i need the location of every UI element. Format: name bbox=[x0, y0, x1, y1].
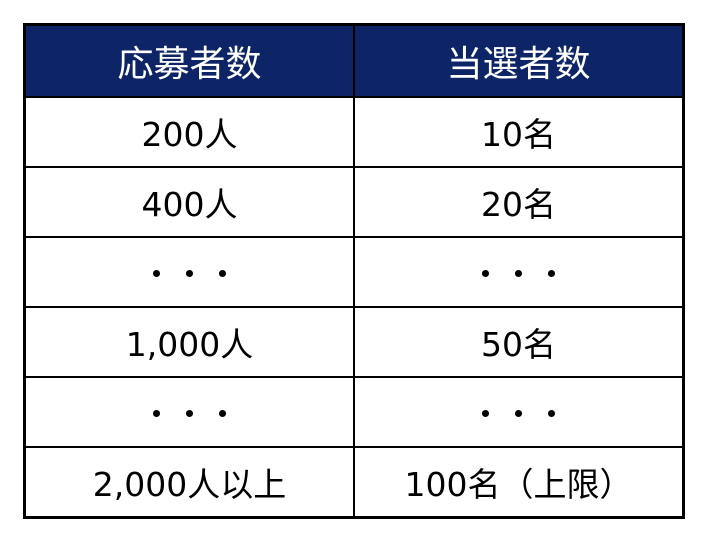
table-row: 2,000人以上 100名（上限） bbox=[23, 446, 685, 519]
table-row: 400人 20名 bbox=[23, 166, 685, 238]
table-row: 1,000人 50名 bbox=[23, 306, 685, 378]
table-row: ・・・ ・・・ bbox=[23, 376, 685, 448]
header-winners: 当選者数 bbox=[353, 23, 685, 98]
applicants-cell: 2,000人以上 bbox=[23, 446, 355, 519]
header-applicants: 応募者数 bbox=[23, 23, 355, 98]
winners-cell: ・・・ bbox=[353, 236, 685, 308]
winners-cell: 50名 bbox=[353, 306, 685, 378]
table-row: 200人 10名 bbox=[23, 96, 685, 168]
table-row: ・・・ ・・・ bbox=[23, 236, 685, 308]
header-row: 応募者数 当選者数 bbox=[23, 23, 685, 98]
winners-cell: 100名（上限） bbox=[353, 446, 685, 519]
applicants-cell: ・・・ bbox=[23, 376, 355, 448]
winners-cell: 20名 bbox=[353, 166, 685, 238]
applicants-cell: 200人 bbox=[23, 96, 355, 168]
winners-cell: 10名 bbox=[353, 96, 685, 168]
applicants-cell: 1,000人 bbox=[23, 306, 355, 378]
applicants-cell: 400人 bbox=[23, 166, 355, 238]
applicants-cell: ・・・ bbox=[23, 236, 355, 308]
winners-cell: ・・・ bbox=[353, 376, 685, 448]
applicants-winners-table: 応募者数 当選者数 200人 10名 400人 20名 ・・・ ・・・ 1,00… bbox=[23, 23, 685, 519]
